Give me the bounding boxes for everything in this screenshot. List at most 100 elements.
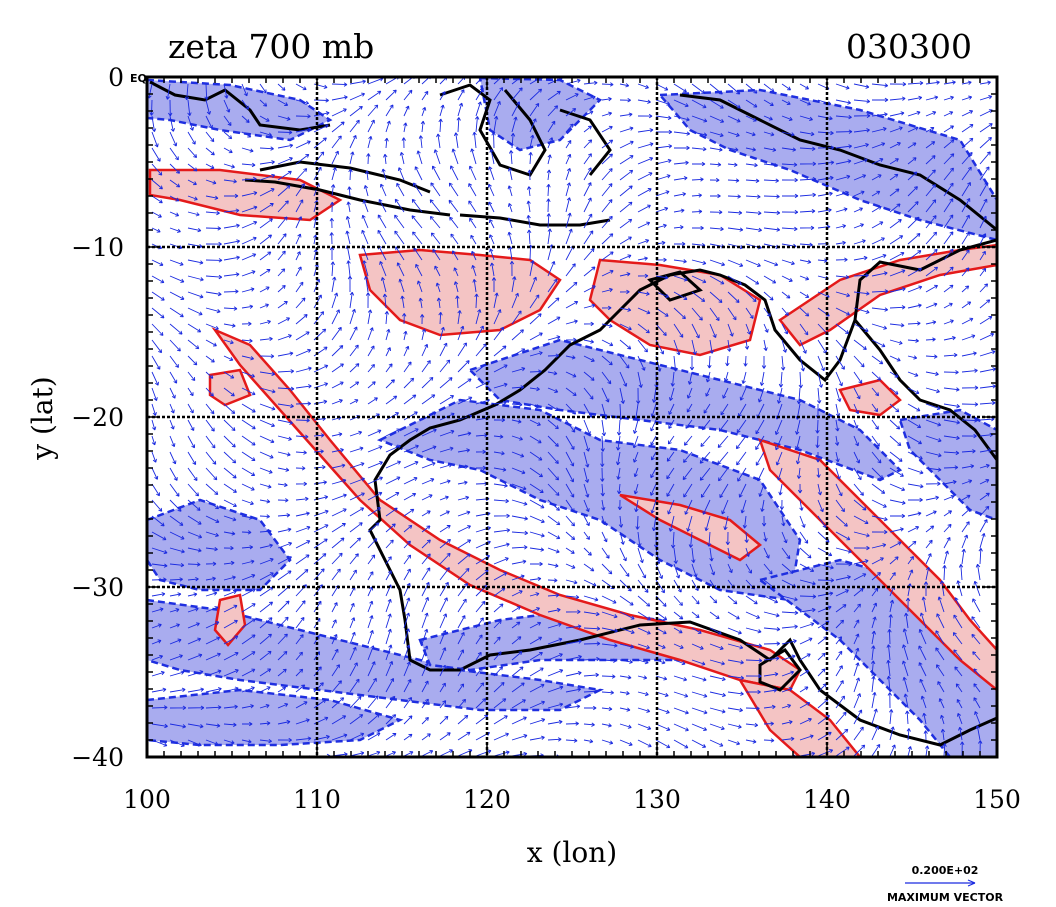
- wind-vector-arrow: [601, 563, 613, 575]
- wind-vector-arrow: [169, 467, 178, 481]
- wind-vector-arrow: [295, 481, 308, 487]
- wind-vector-arrow: [889, 305, 906, 310]
- max-vector-label: MAXIMUM VECTOR: [887, 891, 1004, 904]
- wind-vector-arrow: [367, 538, 378, 549]
- wind-vector-arrow: [853, 223, 864, 229]
- wind-vector-arrow: [673, 275, 688, 282]
- wind-vector-arrow: [637, 239, 650, 245]
- wind-vector-arrow: [450, 233, 459, 245]
- wind-vector-arrow: [853, 419, 859, 429]
- wind-vector-arrow: [691, 611, 700, 619]
- wind-vector-arrow: [331, 493, 347, 501]
- wind-vector-arrow: [943, 352, 958, 358]
- wind-vector-arrow: [907, 540, 917, 549]
- wind-vector-arrow: [223, 590, 237, 597]
- wind-vector-arrow: [295, 634, 304, 645]
- wind-vector-arrow: [187, 435, 196, 449]
- wind-vector-arrow: [295, 233, 302, 245]
- wind-vector-arrow: [367, 345, 375, 357]
- wind-vector-arrow: [925, 184, 936, 197]
- wind-vector-arrow: [655, 275, 669, 280]
- wind-vector-arrow: [169, 739, 185, 747]
- wind-vector-arrow: [277, 351, 294, 357]
- wind-vector-arrow: [347, 186, 352, 197]
- wind-vector-arrow: [277, 600, 290, 613]
- wind-vector-arrow: [601, 627, 618, 633]
- coast-borneo: [439, 83, 547, 177]
- wind-vector-arrow: [277, 130, 293, 135]
- wind-vector-arrow: [383, 153, 388, 165]
- wind-vector-arrow: [241, 83, 248, 97]
- wind-vector-arrow: [151, 147, 161, 162]
- wind-vector-arrow: [277, 686, 287, 693]
- wind-vector-arrow: [632, 419, 639, 434]
- wind-vector-arrow: [527, 229, 532, 245]
- wind-vector-arrow: [565, 108, 577, 117]
- wind-vector-arrow: [601, 183, 613, 197]
- x-tick-label: 150: [973, 785, 1021, 814]
- wind-vector-arrow: [565, 153, 572, 165]
- wind-vector-arrow: [943, 370, 959, 375]
- wind-vector-arrow: [979, 492, 990, 501]
- wind-vector-arrow: [925, 284, 938, 293]
- wind-vector-arrow: [922, 712, 927, 725]
- wind-vector-arrow: [817, 191, 833, 197]
- wind-vector-arrow: [565, 403, 577, 415]
- wind-vector-arrow: [943, 80, 956, 85]
- wind-vector-arrow: [973, 697, 981, 709]
- wind-vector-arrow: [475, 87, 484, 101]
- wind-vector-arrow: [223, 545, 234, 551]
- wind-vector-arrow: [979, 95, 993, 101]
- wind-vector-arrow: [961, 214, 970, 229]
- wind-vector-arrow: [619, 371, 628, 387]
- wind-vector-arrow: [757, 387, 765, 403]
- wind-vector-arrow: [223, 339, 234, 345]
- x-tick-label: 140: [803, 785, 851, 814]
- wind-vector-arrow: [511, 419, 522, 424]
- wind-vector-arrow: [489, 234, 495, 245]
- wind-vector-arrow: [979, 316, 993, 325]
- wind-vector-arrow: [151, 259, 164, 267]
- x-tick-labels: 100 110 120 130 140 150: [123, 785, 1021, 814]
- wind-vector-arrow: [637, 339, 648, 353]
- wind-vector-arrow: [853, 531, 870, 538]
- wind-vector-arrow: [835, 619, 845, 629]
- wind-vector-arrow: [961, 166, 972, 181]
- wind-vector-arrow: [957, 726, 963, 741]
- wind-vector-arrow: [925, 539, 933, 549]
- wind-vector-arrow: [439, 647, 447, 661]
- wind-vector-arrow: [151, 195, 163, 204]
- wind-vector-arrow: [398, 278, 405, 293]
- wind-vector-arrow: [493, 364, 508, 373]
- wind-vector-arrow: [799, 242, 813, 247]
- wind-vector-arrow: [835, 451, 840, 463]
- x-tick-label: 100: [123, 785, 171, 814]
- wind-vector-arrow: [763, 178, 779, 183]
- wind-vector-arrow: [835, 387, 842, 402]
- wind-vector-arrow: [529, 294, 540, 309]
- wind-vector-arrow: [871, 451, 882, 464]
- wind-vector-arrow: [385, 492, 400, 501]
- wind-vector-arrow: [565, 467, 575, 483]
- wind-vector-arrow: [889, 435, 902, 447]
- wind-vector-arrow: [727, 83, 741, 95]
- wind-vector-arrow: [385, 539, 394, 549]
- wind-vector-arrow: [457, 683, 465, 693]
- wind-vector-arrow: [565, 337, 577, 342]
- wind-vector-arrow: [421, 510, 431, 517]
- wind-vector-arrow: [889, 403, 900, 413]
- wind-vector-arrow: [439, 700, 447, 709]
- wind-vector-arrow: [331, 733, 348, 741]
- wind-vector-arrow: [799, 563, 815, 573]
- wind-vector-arrow: [655, 323, 667, 337]
- wind-vector-arrow: [835, 190, 849, 197]
- wind-vector-arrow: [763, 547, 770, 559]
- wind-vector-arrow: [489, 262, 495, 277]
- wind-vector-arrow: [242, 721, 253, 727]
- wind-vector-arrow: [511, 621, 521, 629]
- wind-vector-arrow: [953, 614, 963, 629]
- wind-vector-arrow: [817, 563, 834, 570]
- wind-vector-arrow: [241, 419, 256, 430]
- wind-vector-arrow: [187, 547, 202, 553]
